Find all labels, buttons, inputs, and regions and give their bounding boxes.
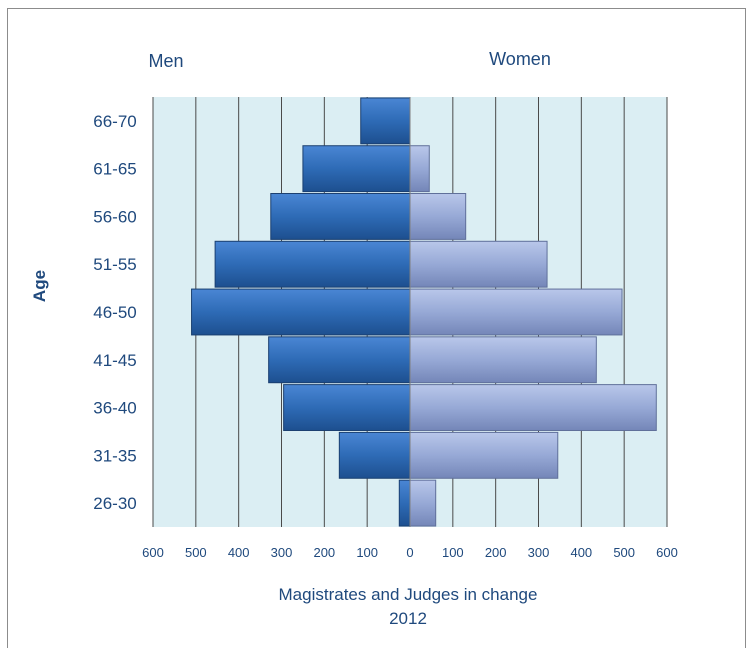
bar-women-26-30 <box>409 479 437 527</box>
y-tick-label: 31-35 <box>93 446 136 465</box>
y-tick-labels: 66-70 61-65 56-60 51-55 46-50 41-45 36-40 31-35… <box>93 112 136 513</box>
x-tick-label: 0 <box>406 545 413 560</box>
x-tick-label: 600 <box>656 545 678 560</box>
y-tick-label: 51-55 <box>93 255 136 274</box>
bar-women-31-35 <box>409 431 559 479</box>
bar-men-31-35 <box>338 431 411 479</box>
y-tick-label: 66-70 <box>93 112 136 131</box>
bar-men-46-50 <box>191 288 411 336</box>
bar-men-41-45 <box>268 336 411 384</box>
x-tick-label: 100 <box>442 545 464 560</box>
bar-men-61-65 <box>302 145 411 193</box>
legend-women: Women <box>489 49 551 69</box>
x-axis-label: Magistrates and Judges in change <box>279 585 538 604</box>
x-tick-label: 300 <box>528 545 550 560</box>
x-tick-label: 100 <box>356 545 378 560</box>
bar-men-66-70 <box>360 97 411 145</box>
legend-men: Men <box>148 51 183 71</box>
bar-men-36-40 <box>283 384 411 431</box>
bar-men-56-60 <box>270 193 411 240</box>
bar-women-61-65 <box>409 145 430 193</box>
bar-women-41-45 <box>409 336 597 384</box>
bar-men-26-30 <box>398 479 411 527</box>
bar-women-46-50 <box>409 288 623 336</box>
x-tick-label: 500 <box>185 545 207 560</box>
y-tick-label: 36-40 <box>93 399 136 418</box>
x-tick-label: 400 <box>228 545 250 560</box>
y-tick-label: 46-50 <box>93 303 136 322</box>
x-tick-label: 200 <box>313 545 335 560</box>
y-tick-label: 56-60 <box>93 207 136 226</box>
bars <box>191 97 657 527</box>
y-tick-label: 41-45 <box>93 351 136 370</box>
x-tick-label: 400 <box>570 545 592 560</box>
bar-women-56-60 <box>409 193 467 240</box>
x-tick-label: 300 <box>271 545 293 560</box>
y-axis-label: Age <box>30 270 49 302</box>
y-tick-label: 26-30 <box>93 494 136 513</box>
bar-women-36-40 <box>409 384 657 431</box>
x-tick-label: 600 <box>142 545 164 560</box>
x-tick-labels: 600 500 400 300 200 100 0 100 200 300 400 500 600 <box>142 545 678 560</box>
bar-men-51-55 <box>214 240 411 288</box>
y-tick-label: 61-65 <box>93 160 136 179</box>
x-axis-label-year: 2012 <box>389 609 427 628</box>
bar-women-51-55 <box>409 240 548 288</box>
x-tick-label: 200 <box>485 545 507 560</box>
x-tick-label: 500 <box>613 545 635 560</box>
chart-frame <box>7 8 746 648</box>
